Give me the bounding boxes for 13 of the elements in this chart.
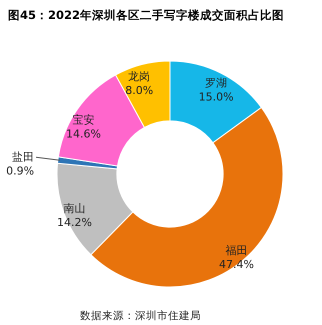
data-label: 15.0% bbox=[198, 90, 234, 104]
slice-label: 盐田 bbox=[12, 150, 34, 164]
data-label: 14.6% bbox=[66, 128, 101, 141]
slice-label: 宝安 bbox=[72, 114, 95, 127]
source-note: 数据来源：深圳市住建局 bbox=[80, 309, 201, 322]
slice-label: 南山 bbox=[63, 202, 86, 215]
slice-label: 龙岗 bbox=[128, 70, 150, 84]
data-label: 14.2% bbox=[57, 216, 92, 229]
slice-label: 罗湖 bbox=[205, 76, 228, 90]
slice-label: 福田 bbox=[225, 244, 248, 257]
data-label: 0.9% bbox=[6, 164, 34, 178]
data-label: 8.0% bbox=[125, 84, 154, 98]
chart-title: 图45：2022年深圳各区二手写字楼成交面积占比图 bbox=[8, 8, 284, 22]
